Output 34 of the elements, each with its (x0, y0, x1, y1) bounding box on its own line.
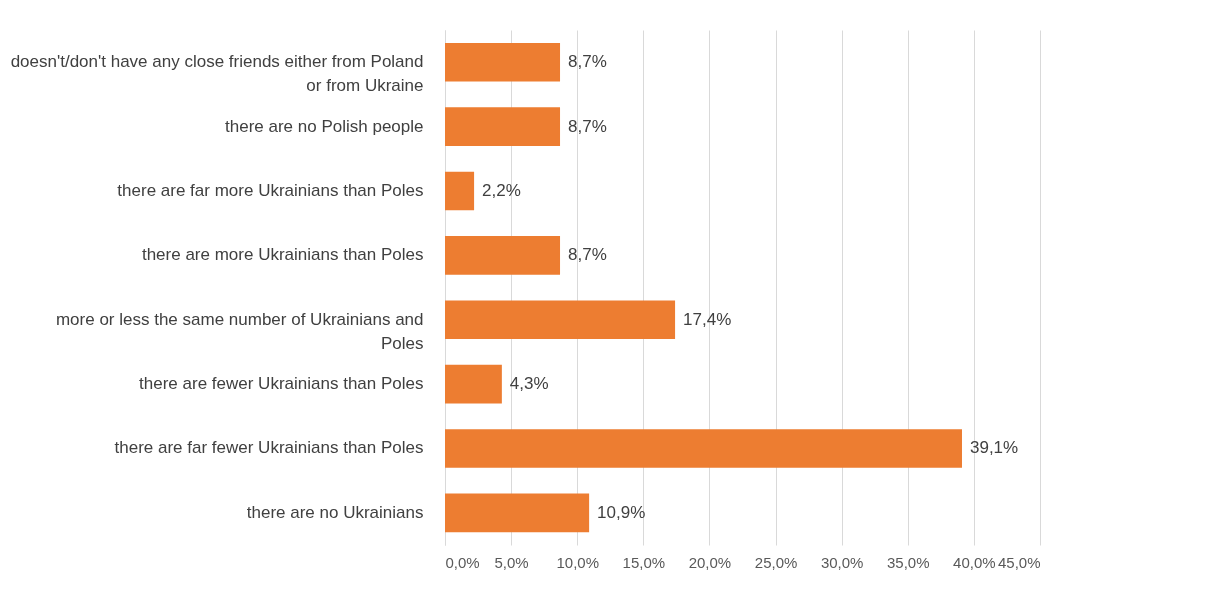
bar (445, 493, 590, 533)
x-tick-label: 40,0% (953, 553, 996, 571)
y-tick-label: there are far fewer Ukrainians than Poles (114, 438, 424, 458)
x-tick-label: 20,0% (688, 553, 732, 571)
bar (445, 171, 475, 211)
bar (445, 364, 502, 404)
y-tick-label: there are more Ukrainians than Poles (141, 245, 424, 265)
x-tick-label: 35,0% (887, 553, 930, 571)
x-tick-label: 5,0% (494, 553, 529, 571)
x-tick-label: 15,0% (622, 553, 666, 571)
y-tick-label: there are no Polish people (225, 116, 424, 136)
y-tick-label: more or less the same number of Ukrainians and Poles (55, 309, 424, 353)
y-tick-label: doesn't/don't have any close friends either from Poland or from Ukraine (10, 52, 424, 96)
data-label: 4,3% (509, 374, 549, 394)
data-label: 17,4% (683, 309, 732, 329)
x-tick-label: 0,0% (445, 553, 480, 571)
bar (445, 429, 962, 468)
y-tick-label: there are no Ukrainians (246, 502, 424, 522)
x-tick-label: 30,0% (820, 553, 864, 571)
data-label: 8,7% (568, 52, 607, 72)
data-label: 10,9% (597, 502, 646, 522)
x-tick-label: 10,0% (556, 553, 599, 571)
x-tick-label: 25,0% (754, 553, 798, 571)
bar (445, 300, 676, 339)
data-label: 8,7% (568, 116, 607, 136)
bar (445, 107, 561, 146)
data-label: 8,7% (568, 245, 607, 265)
y-tick-label: there are fewer Ukrainians than Poles (139, 374, 424, 394)
x-tick-label: 45,0% (997, 553, 1041, 571)
data-label: 2,2% (482, 180, 521, 200)
bar (445, 42, 561, 82)
bar (445, 236, 561, 275)
data-label: 39,1% (969, 438, 1019, 458)
y-tick-label: there are far more Ukrainians than Poles (117, 180, 424, 200)
